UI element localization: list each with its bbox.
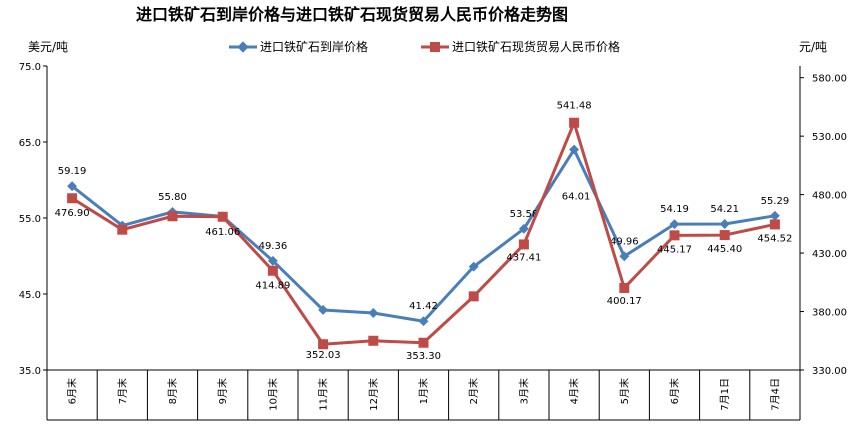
category-label: 12月末 bbox=[367, 378, 380, 411]
left-tick-label: 65.0 bbox=[19, 138, 41, 149]
data-point bbox=[318, 339, 329, 350]
category-label: 5月末 bbox=[618, 378, 631, 404]
category-label: 7月末 bbox=[116, 378, 129, 404]
category-label: 7月4日 bbox=[769, 378, 781, 411]
data-point bbox=[167, 211, 178, 222]
data-point bbox=[518, 239, 529, 250]
legend-item-rmb: 进口铁矿石现货贸易人民币价格 bbox=[421, 39, 620, 54]
left-tick-label: 75.0 bbox=[19, 62, 41, 73]
data-label: 54.21 bbox=[710, 204, 739, 215]
data-label: 461.06 bbox=[205, 227, 240, 238]
data-point bbox=[67, 193, 78, 204]
legend: 进口铁矿石到岸价格 进口铁矿石现货贸易人民币价格 bbox=[229, 39, 620, 54]
data-label: 49.36 bbox=[259, 241, 288, 252]
data-point bbox=[669, 230, 680, 241]
data-point bbox=[267, 265, 278, 276]
right-axis-unit: 元/吨 bbox=[799, 40, 827, 54]
category-label: 8月末 bbox=[166, 378, 179, 404]
right-tick-label: 380.00 bbox=[812, 308, 847, 319]
category-label: 2月末 bbox=[467, 378, 480, 404]
right-tick-label: 480.00 bbox=[812, 191, 847, 202]
category-label: 9月末 bbox=[216, 378, 229, 404]
series-layer: 59.19 55.80 49.36 41.42 53.58 64.01 49.96 54.19… bbox=[55, 101, 793, 362]
legend-item-cif: 进口铁矿石到岸价格 bbox=[229, 39, 368, 54]
left-tick-label: 35.0 bbox=[19, 366, 41, 377]
right-tick-label: 530.00 bbox=[812, 132, 847, 143]
data-point bbox=[569, 117, 580, 128]
category-label: 6月末 bbox=[668, 378, 681, 404]
data-label: 54.19 bbox=[660, 204, 689, 215]
left-tick-label: 55.0 bbox=[19, 214, 41, 225]
data-label: 64.01 bbox=[562, 192, 591, 203]
right-tick-label: 580.00 bbox=[812, 74, 847, 85]
data-point bbox=[719, 219, 730, 229]
axes: 35.0 45.0 55.0 65.0 75.0 330.00 380.00 430.00 48… bbox=[19, 62, 847, 421]
series-line bbox=[71, 148, 776, 323]
data-point bbox=[368, 335, 379, 346]
data-point bbox=[468, 261, 479, 272]
category-label: 1月末 bbox=[417, 378, 430, 404]
data-label: 41.42 bbox=[409, 301, 438, 312]
category-label: 11月末 bbox=[317, 378, 330, 411]
series-rmb-price: 476.90 461.06 414.89 352.03 353.30 437.41 541.… bbox=[55, 101, 793, 362]
data-label: 454.52 bbox=[757, 233, 792, 244]
chart-title: 进口铁矿石到岸价格与进口铁矿石现货贸易人民币价格走势图 bbox=[136, 5, 568, 24]
data-label: 55.80 bbox=[158, 192, 187, 203]
data-point bbox=[769, 219, 780, 230]
data-point bbox=[217, 211, 228, 222]
category-label: 7月1日 bbox=[719, 378, 731, 411]
data-point bbox=[669, 219, 680, 230]
legend-label-rmb: 进口铁矿石现货贸易人民币价格 bbox=[452, 39, 620, 54]
right-tick-label: 430.00 bbox=[812, 249, 847, 260]
data-point bbox=[719, 230, 730, 241]
data-point bbox=[619, 282, 630, 293]
data-label: 541.48 bbox=[557, 101, 592, 112]
right-tick-label: 330.00 bbox=[812, 366, 847, 377]
data-label: 400.17 bbox=[607, 296, 642, 307]
data-label: 53.58 bbox=[510, 209, 539, 220]
data-label: 445.40 bbox=[707, 244, 742, 255]
data-point bbox=[267, 255, 278, 266]
category-label: 10月末 bbox=[266, 378, 279, 411]
data-point bbox=[117, 224, 128, 235]
data-point bbox=[418, 316, 429, 327]
data-label: 55.29 bbox=[761, 196, 790, 207]
data-point bbox=[619, 251, 630, 262]
left-tick-label: 45.0 bbox=[19, 290, 41, 301]
data-point bbox=[67, 181, 78, 192]
data-label: 59.19 bbox=[58, 166, 87, 177]
data-label: 437.41 bbox=[506, 252, 541, 263]
category-label: 4月末 bbox=[568, 378, 581, 404]
data-label: 352.03 bbox=[306, 350, 341, 361]
data-point bbox=[518, 223, 529, 234]
data-label: 49.96 bbox=[610, 236, 639, 247]
data-label: 476.90 bbox=[55, 208, 90, 219]
data-point bbox=[769, 210, 780, 221]
legend-marker-cif bbox=[237, 41, 249, 53]
data-point bbox=[468, 291, 479, 302]
data-point bbox=[368, 308, 379, 318]
category-label: 3月末 bbox=[517, 378, 530, 404]
category-label: 6月末 bbox=[66, 378, 79, 404]
data-label: 445.17 bbox=[657, 244, 692, 255]
data-label: 414.89 bbox=[255, 281, 290, 292]
data-point bbox=[418, 337, 429, 348]
legend-label-cif: 进口铁矿石到岸价格 bbox=[260, 39, 368, 54]
legend-marker-rmb bbox=[430, 42, 440, 52]
data-point bbox=[569, 144, 580, 155]
left-axis-unit: 美元/吨 bbox=[28, 40, 68, 54]
data-point bbox=[318, 305, 329, 315]
data-label: 353.30 bbox=[406, 351, 441, 362]
